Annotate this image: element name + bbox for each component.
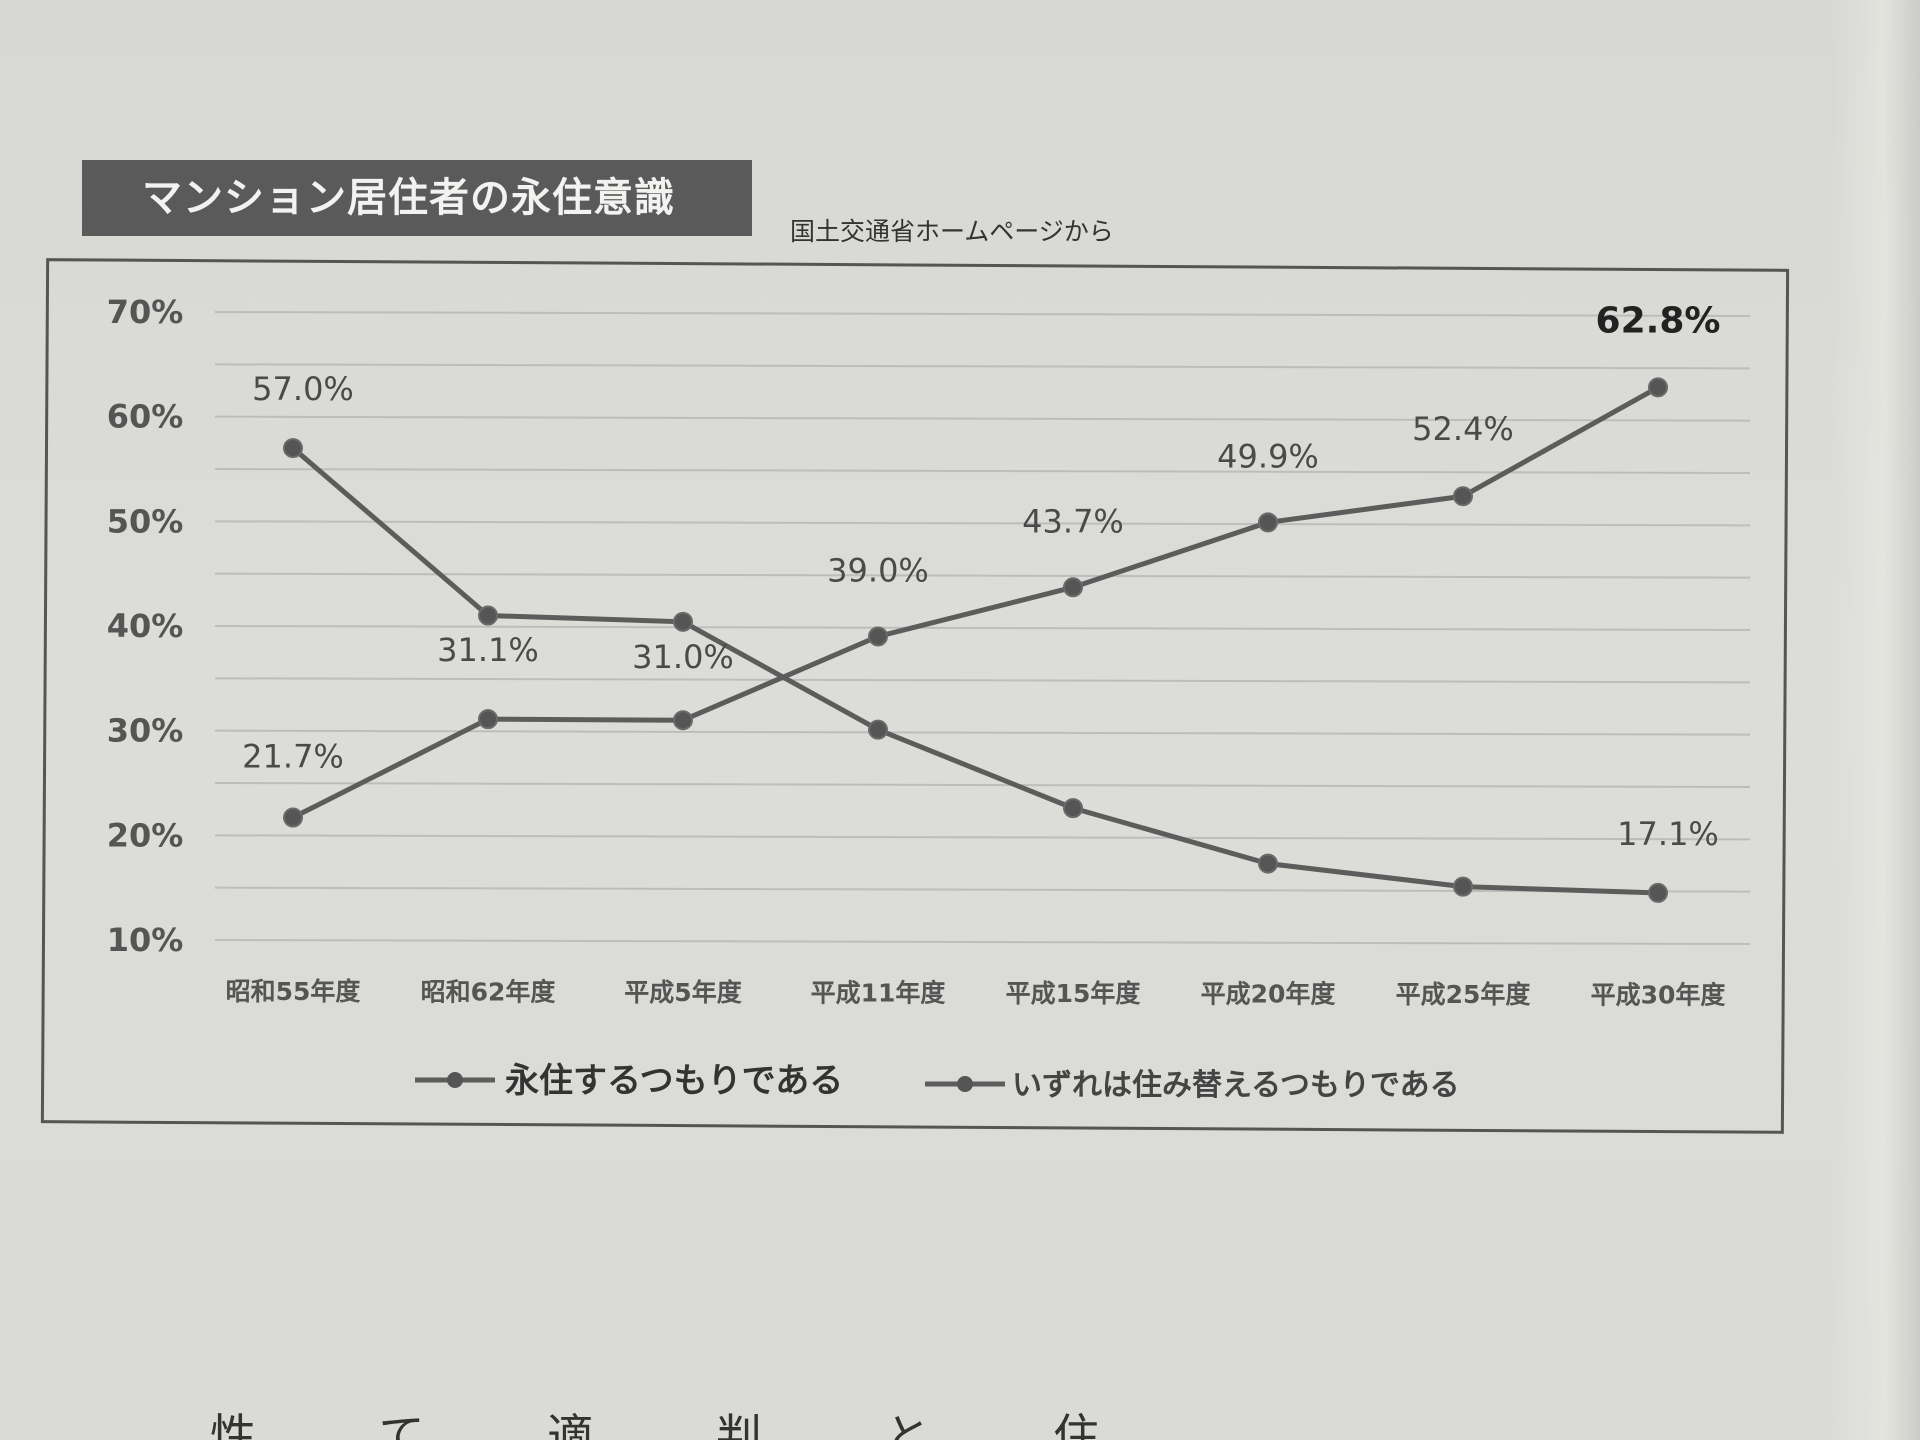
series-line-1 <box>291 385 1660 820</box>
data-label: 43.7% <box>1022 502 1124 540</box>
x-tick-label: 平成5年度 <box>624 978 741 1007</box>
series-layer <box>283 377 1668 903</box>
data-point <box>1453 486 1473 507</box>
data-point <box>1258 512 1278 533</box>
data-point <box>478 709 498 730</box>
data-point <box>673 710 693 731</box>
data-point <box>1063 577 1083 598</box>
chart-title: マンション居住者の永住意識 <box>82 160 752 236</box>
legend-label: 永住するつもりである <box>505 1061 843 1101</box>
grid-line <box>214 363 1751 370</box>
grid-line <box>214 729 1751 736</box>
x-tick-label: 昭和62年度 <box>421 978 556 1007</box>
y-tick-label: 40% <box>107 607 184 645</box>
grid-line <box>214 468 1751 474</box>
grid-line <box>214 886 1751 893</box>
grid-line <box>214 677 1751 684</box>
series-line-2 <box>291 446 1659 896</box>
page-edge <box>1830 0 1920 1440</box>
data-point <box>1063 798 1083 819</box>
data-point <box>868 719 888 740</box>
data-label: 62.8% <box>1596 300 1721 341</box>
data-label: 39.0% <box>827 551 929 589</box>
legend-swatch-marker <box>957 1076 973 1092</box>
data-label: 52.4% <box>1412 410 1514 448</box>
grid-line <box>214 834 1751 841</box>
x-tick-label: 平成30年度 <box>1591 981 1726 1010</box>
x-tick-label: 平成15年度 <box>1006 979 1141 1008</box>
data-label: 31.1% <box>437 631 539 669</box>
x-tick-label: 平成25年度 <box>1396 980 1531 1009</box>
x-tick-label: 昭和55年度 <box>226 977 361 1006</box>
y-tick-label: 70% <box>107 293 184 331</box>
data-point <box>868 626 888 647</box>
legend-label: いずれは住み替えるつもりである <box>1012 1068 1460 1103</box>
chart-frame <box>40 258 1790 1134</box>
data-labels: 21.7% 31.1% 31.0% 39.0% 43.7% 49.9% 52.4% 62.8%… <box>242 300 1720 853</box>
chart-source-note: 国土交通省ホームページから <box>790 217 1114 246</box>
y-tick-label: 30% <box>107 712 184 750</box>
data-point <box>478 605 498 626</box>
y-tick-label: 20% <box>107 816 184 854</box>
y-tick-label: 10% <box>107 921 184 959</box>
grid-lines <box>214 311 1751 945</box>
data-point <box>1648 377 1668 398</box>
grid-line <box>214 782 1751 788</box>
data-label: 57.0% <box>252 370 354 408</box>
grid-line <box>214 572 1751 579</box>
grid-line <box>214 520 1751 527</box>
y-tick-label: 50% <box>107 502 184 540</box>
data-point <box>283 438 303 459</box>
x-tick-label: 平成20年度 <box>1201 980 1336 1009</box>
data-point <box>1453 876 1473 897</box>
grid-line <box>214 415 1751 422</box>
data-point <box>673 611 693 632</box>
data-point <box>1648 882 1668 903</box>
y-axis-ticks: 70% 60% 50% 40% 30% 20% 10% <box>107 293 184 959</box>
data-point <box>1258 853 1278 874</box>
grid-line <box>214 625 1751 631</box>
data-label: 17.1% <box>1617 815 1719 853</box>
data-point <box>283 807 303 828</box>
grid-line <box>214 311 1751 317</box>
x-axis-ticks: 昭和55年度 昭和62年度 平成5年度 平成11年度 平成15年度 平成20年度 平成25年… <box>226 977 1726 1010</box>
y-tick-label: 60% <box>107 398 184 436</box>
data-label: 31.0% <box>632 638 734 676</box>
legend: 永住するつもりである いずれは住み替えるつもりである <box>415 1061 1460 1103</box>
legend-swatch-marker <box>447 1072 463 1088</box>
data-label: 49.9% <box>1217 437 1319 475</box>
body-text-fragment: 性 て 適 判 と 住 <box>210 1409 1154 1440</box>
grid-line <box>214 939 1751 945</box>
data-label: 21.7% <box>242 738 344 776</box>
x-tick-label: 平成11年度 <box>811 979 946 1008</box>
